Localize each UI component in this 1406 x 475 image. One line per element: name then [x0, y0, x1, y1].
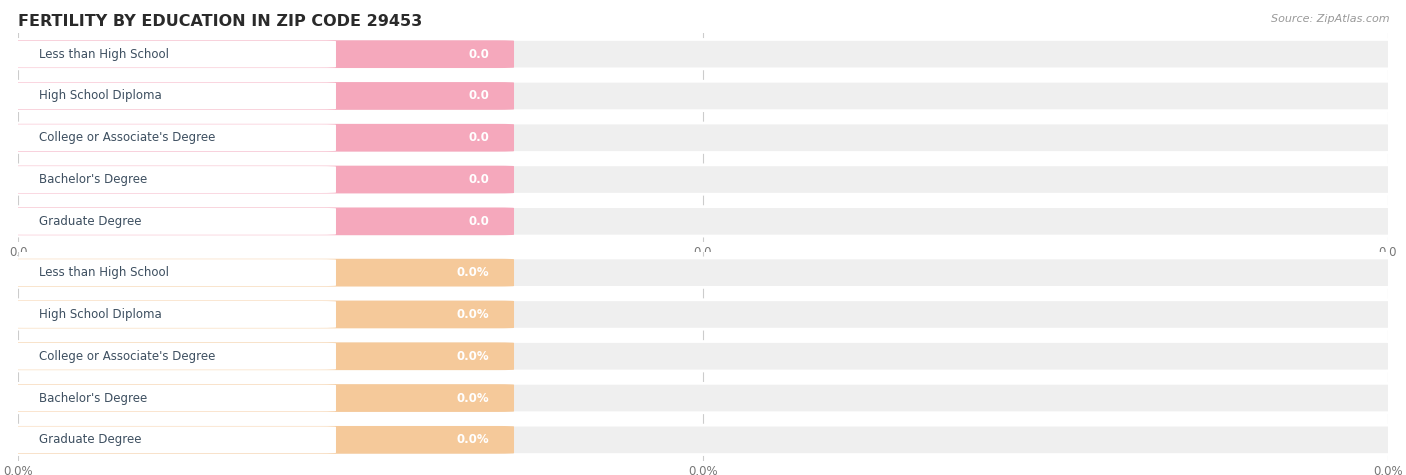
- Text: Less than High School: Less than High School: [39, 48, 169, 61]
- Text: 0.0%: 0.0%: [457, 350, 489, 363]
- FancyBboxPatch shape: [4, 425, 1402, 455]
- FancyBboxPatch shape: [4, 82, 515, 110]
- FancyBboxPatch shape: [6, 385, 336, 411]
- FancyBboxPatch shape: [6, 301, 336, 328]
- FancyBboxPatch shape: [4, 207, 1402, 236]
- Text: Graduate Degree: Graduate Degree: [39, 433, 142, 446]
- Text: High School Diploma: High School Diploma: [39, 308, 162, 321]
- Text: 0.0: 0.0: [468, 48, 489, 61]
- FancyBboxPatch shape: [6, 259, 336, 286]
- FancyBboxPatch shape: [6, 166, 336, 193]
- FancyBboxPatch shape: [4, 384, 515, 412]
- Text: Bachelor's Degree: Bachelor's Degree: [39, 173, 148, 186]
- FancyBboxPatch shape: [4, 166, 515, 193]
- FancyBboxPatch shape: [6, 343, 336, 370]
- Text: 0.0%: 0.0%: [457, 308, 489, 321]
- FancyBboxPatch shape: [4, 342, 515, 370]
- FancyBboxPatch shape: [6, 124, 336, 151]
- Text: College or Associate's Degree: College or Associate's Degree: [39, 131, 215, 144]
- FancyBboxPatch shape: [4, 208, 515, 235]
- Text: 0.0%: 0.0%: [457, 391, 489, 405]
- Text: 0.0: 0.0: [468, 173, 489, 186]
- FancyBboxPatch shape: [4, 81, 1402, 111]
- FancyBboxPatch shape: [6, 208, 336, 235]
- FancyBboxPatch shape: [4, 123, 1402, 152]
- Text: Source: ZipAtlas.com: Source: ZipAtlas.com: [1271, 14, 1389, 24]
- Text: 0.0: 0.0: [468, 131, 489, 144]
- Text: 0.0%: 0.0%: [457, 433, 489, 446]
- FancyBboxPatch shape: [4, 258, 1402, 287]
- FancyBboxPatch shape: [4, 124, 515, 152]
- FancyBboxPatch shape: [6, 41, 336, 67]
- FancyBboxPatch shape: [4, 259, 515, 286]
- FancyBboxPatch shape: [4, 300, 1402, 329]
- FancyBboxPatch shape: [4, 39, 1402, 69]
- FancyBboxPatch shape: [4, 301, 515, 328]
- FancyBboxPatch shape: [4, 165, 1402, 194]
- Text: Less than High School: Less than High School: [39, 266, 169, 279]
- FancyBboxPatch shape: [4, 426, 515, 454]
- Text: FERTILITY BY EDUCATION IN ZIP CODE 29453: FERTILITY BY EDUCATION IN ZIP CODE 29453: [18, 14, 423, 29]
- FancyBboxPatch shape: [4, 40, 515, 68]
- FancyBboxPatch shape: [4, 383, 1402, 413]
- Text: 0.0%: 0.0%: [457, 266, 489, 279]
- Text: Bachelor's Degree: Bachelor's Degree: [39, 391, 148, 405]
- FancyBboxPatch shape: [6, 83, 336, 109]
- Text: Graduate Degree: Graduate Degree: [39, 215, 142, 228]
- Text: High School Diploma: High School Diploma: [39, 89, 162, 103]
- Text: 0.0: 0.0: [468, 215, 489, 228]
- Text: 0.0: 0.0: [468, 89, 489, 103]
- Text: College or Associate's Degree: College or Associate's Degree: [39, 350, 215, 363]
- FancyBboxPatch shape: [4, 342, 1402, 371]
- FancyBboxPatch shape: [6, 427, 336, 453]
